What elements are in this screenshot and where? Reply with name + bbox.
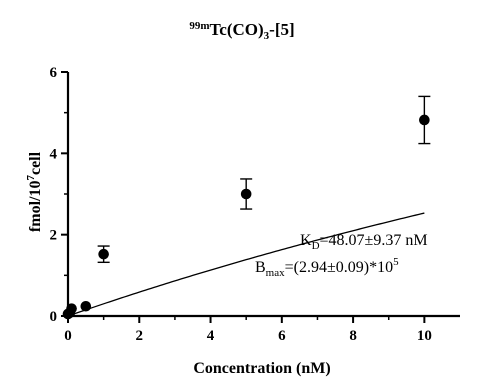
bmax-annotation: Bmax=(2.94±0.09)*105 bbox=[255, 256, 399, 279]
y-tick-label: 2 bbox=[50, 228, 58, 244]
x-tick-label: 2 bbox=[136, 328, 144, 344]
x-axis-label: Concentration (nM) bbox=[193, 360, 330, 377]
data-point bbox=[80, 300, 92, 312]
data-point bbox=[240, 188, 252, 200]
fit-curve-line bbox=[67, 212, 425, 317]
chart-title-sup: 99m bbox=[189, 20, 209, 32]
x-tick-label: 10 bbox=[417, 328, 432, 344]
x-tick-label: 0 bbox=[64, 328, 72, 344]
x-tick-label: 6 bbox=[278, 328, 286, 344]
chart-title-sub: 3 bbox=[264, 30, 270, 42]
kd-annotation-main: K bbox=[300, 232, 312, 249]
bmax-annotation-value: =(2.94±0.09)*10 bbox=[285, 259, 393, 276]
y-tick-label: 0 bbox=[50, 309, 58, 325]
y-axis-label-sup: 7 bbox=[25, 175, 37, 181]
y-tick-label: 4 bbox=[50, 146, 58, 162]
kd-annotation-value: =48.07±9.37 nM bbox=[320, 232, 428, 249]
chart-title: 99mTc(CO)3-[5] bbox=[189, 20, 294, 42]
bmax-annotation-sub: max bbox=[266, 267, 285, 279]
fit-curve-group bbox=[67, 212, 425, 317]
x-tick-label: 8 bbox=[349, 328, 357, 344]
y-tick-label: 6 bbox=[50, 65, 58, 81]
data-point bbox=[98, 248, 109, 260]
data-point bbox=[419, 114, 430, 126]
y-axis-label: fmol/107cell bbox=[25, 151, 44, 232]
chart-title-main: Tc(CO) bbox=[210, 20, 264, 39]
chart-title-tail: -[5] bbox=[269, 20, 294, 39]
y-axis-label-post: cell bbox=[27, 151, 44, 175]
kd-annotation: KD=48.07±9.37 nM bbox=[300, 232, 428, 252]
kd-annotation-sub: D bbox=[312, 240, 320, 252]
bmax-annotation-sup: 5 bbox=[393, 256, 399, 268]
data-point bbox=[66, 303, 77, 314]
y-axis-label-pre: fmol/10 bbox=[27, 181, 44, 233]
x-tick-label: 4 bbox=[207, 328, 215, 344]
bmax-annotation-main: B bbox=[255, 259, 266, 276]
data-points-group bbox=[62, 95, 431, 320]
